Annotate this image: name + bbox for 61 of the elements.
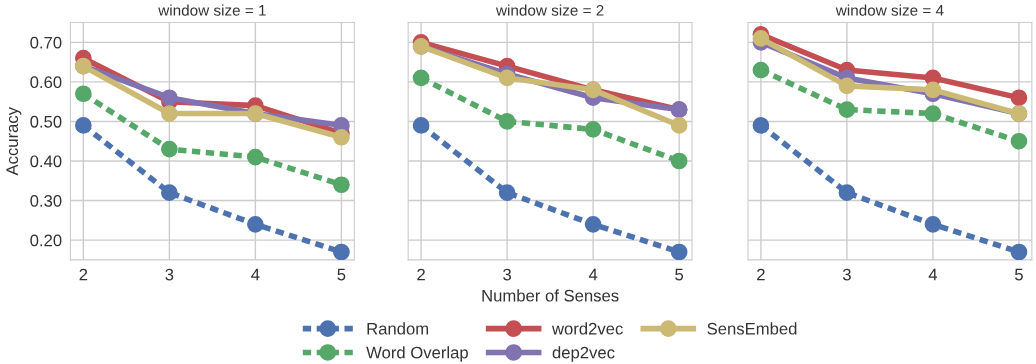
point: [333, 243, 350, 260]
x-tick-label: 2: [417, 268, 425, 281]
legend-label: Word Overlap: [366, 346, 468, 362]
point: [752, 30, 770, 47]
x-tick-label: 4: [928, 268, 938, 281]
point: [412, 117, 430, 134]
point: [584, 215, 602, 233]
point: [924, 105, 942, 122]
point: [752, 117, 770, 134]
point: [670, 243, 688, 260]
point: [1010, 132, 1028, 150]
point: [670, 117, 688, 134]
x-tick-label: 3: [842, 268, 851, 281]
point: [838, 101, 856, 118]
y-tick-label: 0.40: [30, 155, 62, 168]
y-tick-label: 0.30: [30, 194, 62, 207]
point: [1010, 243, 1028, 260]
point: [752, 61, 770, 79]
x-tick-label: 3: [165, 268, 174, 281]
legend-label: Random: [367, 322, 429, 335]
y-tick-label: 0.20: [30, 234, 62, 247]
x-tick-label: 3: [503, 268, 512, 281]
chart-title: window size = 1: [158, 4, 266, 16]
point: [670, 152, 688, 170]
point: [247, 148, 264, 166]
legend-label: SensEmbed: [707, 322, 797, 335]
point: [1010, 89, 1028, 107]
x-tick-label: 5: [337, 268, 346, 281]
point: [584, 121, 602, 138]
legend-label: word2vec: [551, 322, 623, 335]
y-axis-title: Accuracy: [6, 106, 22, 176]
point: [498, 184, 516, 201]
x-tick-label: 2: [757, 268, 765, 281]
point: [333, 176, 350, 194]
x-axis-title: Number of Senses: [482, 289, 619, 302]
point: [161, 184, 178, 201]
point: [498, 113, 516, 130]
point: [498, 69, 516, 87]
point: [247, 215, 264, 233]
x-tick-label: 4: [588, 268, 598, 281]
y-tick-label: 0.70: [30, 36, 62, 49]
point: [161, 89, 178, 107]
point: [333, 128, 350, 146]
point: [412, 69, 430, 87]
y-tick-label: 0.60: [30, 76, 62, 89]
point: [924, 81, 942, 99]
point: [161, 140, 178, 158]
x-tick-label: 5: [675, 268, 684, 281]
legend-label: dep2vec: [552, 346, 615, 362]
point: [838, 184, 856, 201]
point: [75, 117, 92, 134]
x-tick-label: 5: [1014, 268, 1023, 281]
x-tick-label: 2: [79, 268, 88, 281]
chart-title: window size = 4: [835, 4, 944, 16]
x-tick-label: 4: [251, 268, 260, 281]
point: [838, 77, 856, 95]
point: [161, 105, 178, 122]
y-tick-label: 0.50: [30, 115, 62, 128]
point: [924, 215, 942, 233]
point: [75, 85, 92, 103]
chart-title: window size = 2: [495, 4, 604, 16]
